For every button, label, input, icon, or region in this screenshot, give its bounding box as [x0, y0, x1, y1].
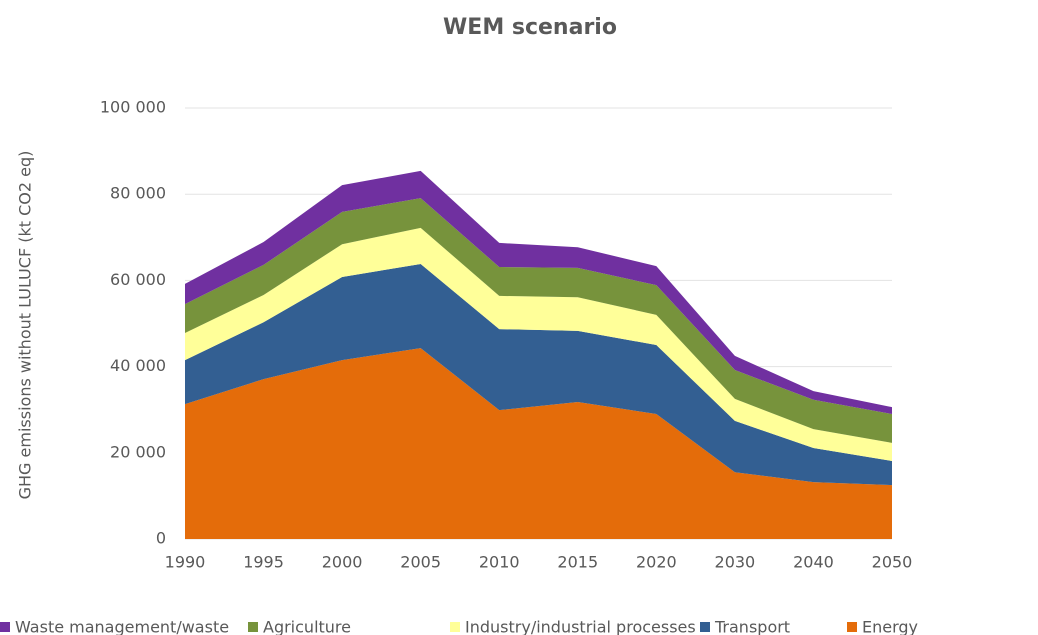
- y-tick-label: 40 000: [110, 356, 166, 375]
- area: [185, 264, 892, 486]
- x-tick-label: 1995: [243, 553, 284, 572]
- y-tick-label: 100 000: [100, 98, 166, 117]
- area: [185, 348, 892, 539]
- x-tick-label: 2050: [872, 553, 913, 572]
- x-tick-label: 1990: [165, 553, 206, 572]
- x-tick-label: 2015: [557, 553, 598, 572]
- y-tick-label: 20 000: [110, 442, 166, 461]
- legend-label: Waste management/waste: [15, 618, 229, 635]
- legend-label: Energy: [862, 618, 918, 635]
- legend-swatch: [450, 622, 460, 632]
- legend-label: Agriculture: [263, 618, 351, 635]
- chart-title: WEM scenario: [443, 15, 617, 40]
- x-tick-label: 2040: [793, 553, 834, 572]
- y-tick-label: 60 000: [110, 270, 166, 289]
- y-axis-label: GHG emissions without LULUCF (kt CO2 eq): [16, 151, 35, 500]
- x-tick-label: 2010: [479, 553, 520, 572]
- x-tick-label: 2020: [636, 553, 677, 572]
- area: [185, 198, 892, 443]
- x-tick-label: 2000: [322, 553, 363, 572]
- area: [185, 227, 892, 461]
- y-tick-label: 0: [156, 529, 166, 548]
- y-tick-label: 80 000: [110, 184, 166, 203]
- legend-label: Industry/industrial processes: [465, 618, 696, 635]
- x-tick-label: 2005: [400, 553, 441, 572]
- legend-swatch: [248, 622, 258, 632]
- x-tick-label: 2030: [715, 553, 756, 572]
- legend-swatch: [0, 622, 10, 632]
- legend-label: Transport: [714, 618, 790, 635]
- legend-swatch: [847, 622, 857, 632]
- legend-swatch: [700, 622, 710, 632]
